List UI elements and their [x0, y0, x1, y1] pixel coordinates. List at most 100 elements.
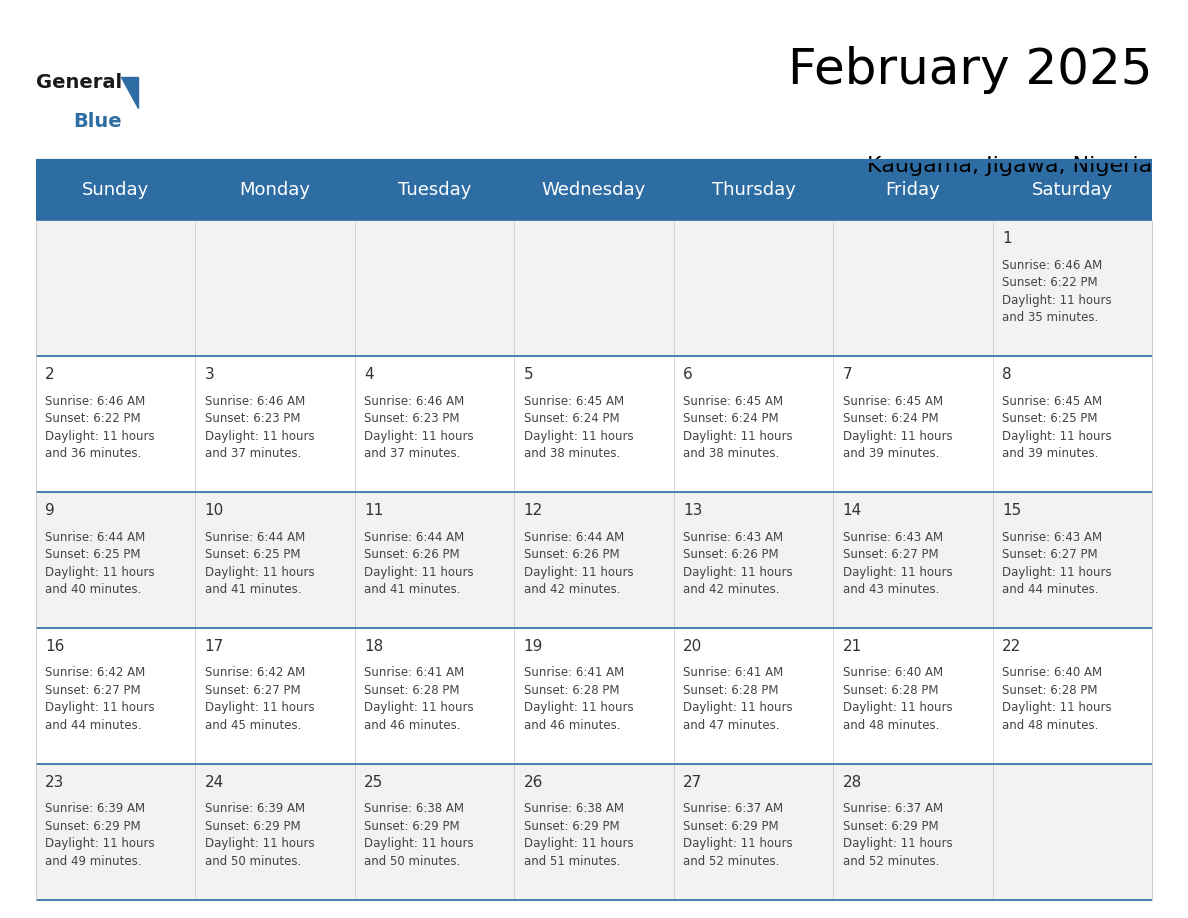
Bar — [674, 628, 833, 764]
Text: Sunrise: 6:44 AM
Sunset: 6:25 PM
Daylight: 11 hours
and 40 minutes.: Sunrise: 6:44 AM Sunset: 6:25 PM Dayligh… — [45, 531, 154, 596]
Text: 17: 17 — [204, 639, 223, 654]
Text: Blue: Blue — [74, 112, 122, 131]
Text: 28: 28 — [842, 775, 862, 789]
Text: 7: 7 — [842, 367, 853, 382]
Text: Sunrise: 6:46 AM
Sunset: 6:23 PM
Daylight: 11 hours
and 37 minutes.: Sunrise: 6:46 AM Sunset: 6:23 PM Dayligh… — [365, 395, 474, 460]
Bar — [993, 764, 1152, 900]
Text: Sunrise: 6:43 AM
Sunset: 6:27 PM
Daylight: 11 hours
and 43 minutes.: Sunrise: 6:43 AM Sunset: 6:27 PM Dayligh… — [842, 531, 953, 596]
Text: Sunrise: 6:43 AM
Sunset: 6:27 PM
Daylight: 11 hours
and 44 minutes.: Sunrise: 6:43 AM Sunset: 6:27 PM Dayligh… — [1003, 531, 1112, 596]
Text: 8: 8 — [1003, 367, 1012, 382]
Text: 27: 27 — [683, 775, 702, 789]
Text: Wednesday: Wednesday — [542, 182, 646, 199]
Bar — [36, 161, 1152, 220]
Text: 3: 3 — [204, 367, 214, 382]
Bar — [195, 492, 355, 628]
Bar — [674, 492, 833, 628]
Text: Tuesday: Tuesday — [398, 182, 472, 199]
Bar — [355, 220, 514, 356]
Text: General: General — [36, 73, 121, 93]
Text: Sunrise: 6:41 AM
Sunset: 6:28 PM
Daylight: 11 hours
and 46 minutes.: Sunrise: 6:41 AM Sunset: 6:28 PM Dayligh… — [524, 666, 633, 732]
Bar — [355, 628, 514, 764]
Text: 2: 2 — [45, 367, 55, 382]
Text: Sunrise: 6:45 AM
Sunset: 6:25 PM
Daylight: 11 hours
and 39 minutes.: Sunrise: 6:45 AM Sunset: 6:25 PM Dayligh… — [1003, 395, 1112, 460]
Text: Sunrise: 6:46 AM
Sunset: 6:23 PM
Daylight: 11 hours
and 37 minutes.: Sunrise: 6:46 AM Sunset: 6:23 PM Dayligh… — [204, 395, 315, 460]
Text: 6: 6 — [683, 367, 693, 382]
Text: Sunrise: 6:43 AM
Sunset: 6:26 PM
Daylight: 11 hours
and 42 minutes.: Sunrise: 6:43 AM Sunset: 6:26 PM Dayligh… — [683, 531, 792, 596]
Text: Friday: Friday — [886, 182, 941, 199]
Bar — [514, 492, 674, 628]
Bar — [195, 356, 355, 492]
Text: Sunrise: 6:44 AM
Sunset: 6:25 PM
Daylight: 11 hours
and 41 minutes.: Sunrise: 6:44 AM Sunset: 6:25 PM Dayligh… — [204, 531, 315, 596]
Text: 18: 18 — [365, 639, 384, 654]
Bar — [674, 356, 833, 492]
Polygon shape — [121, 77, 138, 108]
Text: 22: 22 — [1003, 639, 1022, 654]
Bar — [993, 356, 1152, 492]
Bar — [36, 220, 195, 356]
Text: Sunrise: 6:40 AM
Sunset: 6:28 PM
Daylight: 11 hours
and 48 minutes.: Sunrise: 6:40 AM Sunset: 6:28 PM Dayligh… — [842, 666, 953, 732]
Text: Sunrise: 6:41 AM
Sunset: 6:28 PM
Daylight: 11 hours
and 47 minutes.: Sunrise: 6:41 AM Sunset: 6:28 PM Dayligh… — [683, 666, 792, 732]
Text: Sunrise: 6:39 AM
Sunset: 6:29 PM
Daylight: 11 hours
and 49 minutes.: Sunrise: 6:39 AM Sunset: 6:29 PM Dayligh… — [45, 802, 154, 868]
Bar — [993, 628, 1152, 764]
Text: Sunrise: 6:46 AM
Sunset: 6:22 PM
Daylight: 11 hours
and 35 minutes.: Sunrise: 6:46 AM Sunset: 6:22 PM Dayligh… — [1003, 259, 1112, 324]
Text: Sunrise: 6:45 AM
Sunset: 6:24 PM
Daylight: 11 hours
and 39 minutes.: Sunrise: 6:45 AM Sunset: 6:24 PM Dayligh… — [842, 395, 953, 460]
Bar — [36, 764, 195, 900]
Text: Saturday: Saturday — [1032, 182, 1113, 199]
Text: Kaugama, Jigawa, Nigeria: Kaugama, Jigawa, Nigeria — [867, 156, 1152, 176]
Text: 16: 16 — [45, 639, 64, 654]
Text: Sunrise: 6:41 AM
Sunset: 6:28 PM
Daylight: 11 hours
and 46 minutes.: Sunrise: 6:41 AM Sunset: 6:28 PM Dayligh… — [365, 666, 474, 732]
Bar — [514, 356, 674, 492]
Bar — [833, 492, 993, 628]
Text: 26: 26 — [524, 775, 543, 789]
Text: Sunrise: 6:45 AM
Sunset: 6:24 PM
Daylight: 11 hours
and 38 minutes.: Sunrise: 6:45 AM Sunset: 6:24 PM Dayligh… — [524, 395, 633, 460]
Text: Sunrise: 6:42 AM
Sunset: 6:27 PM
Daylight: 11 hours
and 44 minutes.: Sunrise: 6:42 AM Sunset: 6:27 PM Dayligh… — [45, 666, 154, 732]
Bar — [355, 492, 514, 628]
Text: 23: 23 — [45, 775, 64, 789]
Text: 15: 15 — [1003, 503, 1022, 518]
Bar — [195, 764, 355, 900]
Text: Sunrise: 6:38 AM
Sunset: 6:29 PM
Daylight: 11 hours
and 51 minutes.: Sunrise: 6:38 AM Sunset: 6:29 PM Dayligh… — [524, 802, 633, 868]
Text: Sunrise: 6:42 AM
Sunset: 6:27 PM
Daylight: 11 hours
and 45 minutes.: Sunrise: 6:42 AM Sunset: 6:27 PM Dayligh… — [204, 666, 315, 732]
Bar — [355, 356, 514, 492]
Bar — [195, 628, 355, 764]
Text: Sunrise: 6:37 AM
Sunset: 6:29 PM
Daylight: 11 hours
and 52 minutes.: Sunrise: 6:37 AM Sunset: 6:29 PM Dayligh… — [842, 802, 953, 868]
Text: Sunrise: 6:38 AM
Sunset: 6:29 PM
Daylight: 11 hours
and 50 minutes.: Sunrise: 6:38 AM Sunset: 6:29 PM Dayligh… — [365, 802, 474, 868]
Text: Sunrise: 6:40 AM
Sunset: 6:28 PM
Daylight: 11 hours
and 48 minutes.: Sunrise: 6:40 AM Sunset: 6:28 PM Dayligh… — [1003, 666, 1112, 732]
Text: 11: 11 — [365, 503, 384, 518]
Bar — [993, 492, 1152, 628]
Text: Sunrise: 6:39 AM
Sunset: 6:29 PM
Daylight: 11 hours
and 50 minutes.: Sunrise: 6:39 AM Sunset: 6:29 PM Dayligh… — [204, 802, 315, 868]
Bar — [514, 220, 674, 356]
Text: Sunrise: 6:37 AM
Sunset: 6:29 PM
Daylight: 11 hours
and 52 minutes.: Sunrise: 6:37 AM Sunset: 6:29 PM Dayligh… — [683, 802, 792, 868]
Text: Sunrise: 6:44 AM
Sunset: 6:26 PM
Daylight: 11 hours
and 41 minutes.: Sunrise: 6:44 AM Sunset: 6:26 PM Dayligh… — [365, 531, 474, 596]
Text: 21: 21 — [842, 639, 862, 654]
Text: 24: 24 — [204, 775, 223, 789]
Bar — [833, 220, 993, 356]
Text: Sunrise: 6:45 AM
Sunset: 6:24 PM
Daylight: 11 hours
and 38 minutes.: Sunrise: 6:45 AM Sunset: 6:24 PM Dayligh… — [683, 395, 792, 460]
Bar — [355, 764, 514, 900]
Bar — [833, 628, 993, 764]
Text: 5: 5 — [524, 367, 533, 382]
Text: Sunrise: 6:46 AM
Sunset: 6:22 PM
Daylight: 11 hours
and 36 minutes.: Sunrise: 6:46 AM Sunset: 6:22 PM Dayligh… — [45, 395, 154, 460]
Text: 1: 1 — [1003, 231, 1012, 246]
Bar — [674, 220, 833, 356]
Bar — [36, 356, 195, 492]
Bar — [833, 764, 993, 900]
Text: 10: 10 — [204, 503, 223, 518]
Text: Thursday: Thursday — [712, 182, 796, 199]
Text: Sunday: Sunday — [82, 182, 148, 199]
Bar — [36, 628, 195, 764]
Text: 12: 12 — [524, 503, 543, 518]
Text: 14: 14 — [842, 503, 862, 518]
Text: Monday: Monday — [240, 182, 310, 199]
Text: Sunrise: 6:44 AM
Sunset: 6:26 PM
Daylight: 11 hours
and 42 minutes.: Sunrise: 6:44 AM Sunset: 6:26 PM Dayligh… — [524, 531, 633, 596]
Bar — [674, 764, 833, 900]
Text: 19: 19 — [524, 639, 543, 654]
Bar — [514, 764, 674, 900]
Bar — [195, 220, 355, 356]
Text: 9: 9 — [45, 503, 55, 518]
Bar — [833, 356, 993, 492]
Bar — [993, 220, 1152, 356]
Text: 4: 4 — [365, 367, 374, 382]
Text: 13: 13 — [683, 503, 702, 518]
Text: February 2025: February 2025 — [788, 46, 1152, 94]
